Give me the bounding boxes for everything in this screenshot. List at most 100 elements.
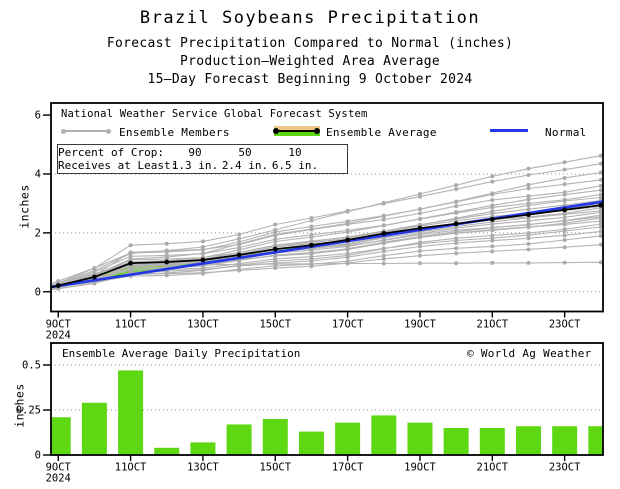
- ensemble-member-dot: [237, 267, 242, 272]
- ensemble-member-dot: [309, 218, 314, 223]
- ensemble-member-dot: [273, 262, 278, 267]
- y-tick-label: 0.5: [22, 360, 41, 372]
- ensemble-member-dot: [598, 224, 603, 229]
- average-line-band: [275, 130, 319, 132]
- precip-bar: [226, 424, 252, 455]
- ensemble-member-dot: [128, 264, 133, 269]
- ensemble-member-dot: [309, 257, 314, 262]
- ensemble-average-dot: [55, 283, 61, 288]
- precip-bar: [51, 417, 71, 455]
- x-tick-label: 13OCT: [187, 319, 219, 331]
- ensemble-member-dot: [309, 261, 314, 266]
- x-year-label: 2024: [46, 330, 71, 342]
- ensemble-member-dot: [598, 177, 603, 182]
- ensemble-member-dot: [562, 238, 567, 243]
- ensemble-member-dot: [490, 179, 495, 184]
- ensemble-member-dot: [164, 263, 169, 268]
- ensemble-member-dot: [490, 203, 495, 208]
- ensemble-member-dot: [598, 170, 603, 175]
- x-tick-label: 17OCT: [332, 319, 364, 331]
- receives-row: Receives at Least: 1.3 in. 2.4 in. 6.5 i…: [58, 159, 347, 173]
- ensemble-member-dot: [562, 233, 567, 238]
- x-tick-label: 21OCT: [477, 319, 509, 331]
- ensemble-member-dot: [562, 197, 567, 202]
- legend-label-members: Ensemble Members: [119, 125, 230, 139]
- ensemble-average-dot: [345, 237, 351, 243]
- percent-value: 50: [238, 145, 252, 159]
- receives-row-label: Receives at Least:: [58, 159, 184, 173]
- x-tick-label: 15OCT: [259, 319, 291, 331]
- precip-bar: [298, 431, 324, 455]
- axes-frames-ticks: 024600.250.59OCT9OCT2024202411OCT11OCT13…: [16, 102, 604, 485]
- ensemble-member-dot: [200, 239, 205, 244]
- ensemble-member-dot: [562, 215, 567, 220]
- top-chart-frame: [50, 102, 604, 313]
- ensemble-average-dot: [489, 216, 495, 222]
- precip-bar: [371, 415, 397, 455]
- ensemble-member-line: [50, 162, 604, 287]
- x-tick-label: 23OCT: [549, 462, 581, 474]
- ensemble-member-dot: [598, 188, 603, 193]
- ensemble-member-dot: [381, 253, 386, 258]
- ensemble-member-dot: [598, 222, 603, 227]
- ensemble-member-dot: [490, 174, 495, 179]
- ensemble-member-dot: [454, 204, 459, 209]
- legend-header: National Weather Service Global Forecast…: [61, 108, 368, 120]
- ensemble-member-dot: [526, 231, 531, 236]
- ensemble-member-dot: [273, 222, 278, 227]
- ensemble-member-dot: [237, 242, 242, 247]
- ensemble-member-dot: [490, 233, 495, 238]
- ensemble-member-line: [50, 196, 604, 290]
- bottom-chart: [51, 364, 603, 455]
- ensemble-member-dot: [598, 219, 603, 224]
- ensemble-member-dot: [237, 236, 242, 241]
- subtitle-3: 15—Day Forecast Beginning 9 October 2024: [147, 72, 473, 87]
- ensemble-members-swatch-dot-icon: [61, 128, 66, 134]
- ensemble-member-dot: [128, 251, 133, 256]
- top-y-axis-title: inches: [17, 184, 32, 229]
- ensemble-member-dot: [128, 243, 133, 248]
- ensemble-member-dot: [562, 227, 567, 232]
- normal-swatch-line: [490, 129, 528, 133]
- ensemble-member-dot: [345, 221, 350, 226]
- receives-value: 6.5 in.: [271, 159, 319, 173]
- ensemble-member-dot: [490, 244, 495, 249]
- x-tick-label: 11OCT: [115, 319, 147, 331]
- ensemble-member-line: [50, 154, 604, 286]
- ensemble-member-dot: [562, 245, 567, 250]
- ensemble-member-dot: [526, 260, 531, 265]
- ensemble-member-dot: [164, 270, 169, 275]
- ensemble-average-line: [50, 204, 604, 289]
- x-tick-label: 17OCT: [332, 462, 364, 474]
- ensemble-member-dot: [526, 218, 531, 223]
- ensemble-member-dot: [237, 247, 242, 252]
- ensemble-average-dot: [164, 259, 170, 265]
- ensemble-member-dot: [490, 249, 495, 254]
- ensemble-member-dot: [526, 166, 531, 171]
- ensemble-member-line: [50, 230, 604, 291]
- ensemble-member-dot: [381, 217, 386, 222]
- percent-row-label: Percent of Crop:: [58, 145, 171, 159]
- ensemble-member-dot: [490, 209, 495, 214]
- receives-value: 1.3 in.: [171, 159, 219, 173]
- average-swatch-dot-icon: [273, 128, 279, 135]
- x-tick-label: 13OCT: [187, 462, 219, 474]
- ensemble-member-dot: [562, 175, 567, 180]
- precip-bar: [443, 428, 469, 455]
- precip-bar: [552, 426, 578, 455]
- ensemble-average-dot: [417, 225, 423, 231]
- ensemble-member-dot: [309, 227, 314, 232]
- ensemble-member-dot: [237, 232, 242, 237]
- x-tick-label: 19OCT: [404, 462, 436, 474]
- ensemble-member-dot: [598, 195, 603, 200]
- ensemble-member-dot: [417, 261, 422, 266]
- ensemble-member-dot: [526, 241, 531, 246]
- precip-bar: [515, 426, 541, 455]
- ensemble-member-dot: [526, 186, 531, 191]
- x-tick-label: 23OCT: [549, 319, 581, 331]
- ensemble-member-dot: [273, 239, 278, 244]
- ensemble-member-dot: [381, 246, 386, 251]
- ensemble-member-dot: [562, 260, 567, 265]
- ensemble-member-line: [50, 179, 604, 285]
- y-tick-label: 0: [35, 286, 41, 298]
